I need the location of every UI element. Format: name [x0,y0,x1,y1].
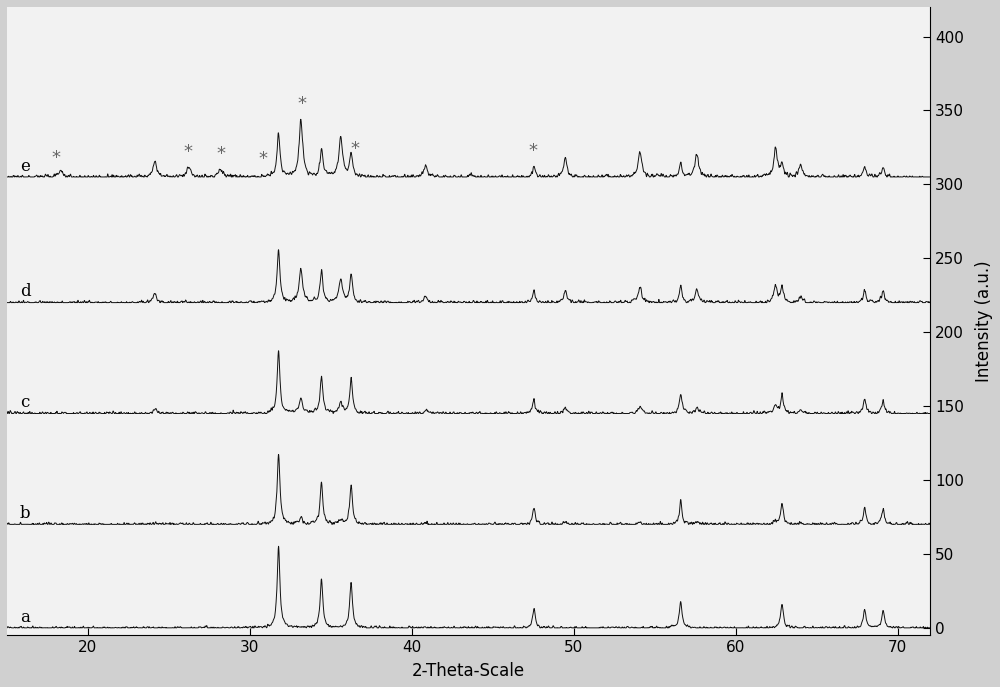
Text: *: * [258,150,267,168]
X-axis label: 2-Theta-Scale: 2-Theta-Scale [412,662,525,680]
Text: a: a [20,609,30,626]
Text: *: * [529,142,538,160]
Text: *: * [184,143,193,161]
Text: e: e [20,158,30,174]
Text: c: c [20,394,29,412]
Text: d: d [20,284,31,300]
Y-axis label: Intensity (a.u.): Intensity (a.u.) [975,260,993,382]
Text: *: * [297,95,306,113]
Text: b: b [20,505,31,522]
Text: *: * [351,141,360,159]
Text: *: * [216,145,225,164]
Text: *: * [51,149,60,168]
